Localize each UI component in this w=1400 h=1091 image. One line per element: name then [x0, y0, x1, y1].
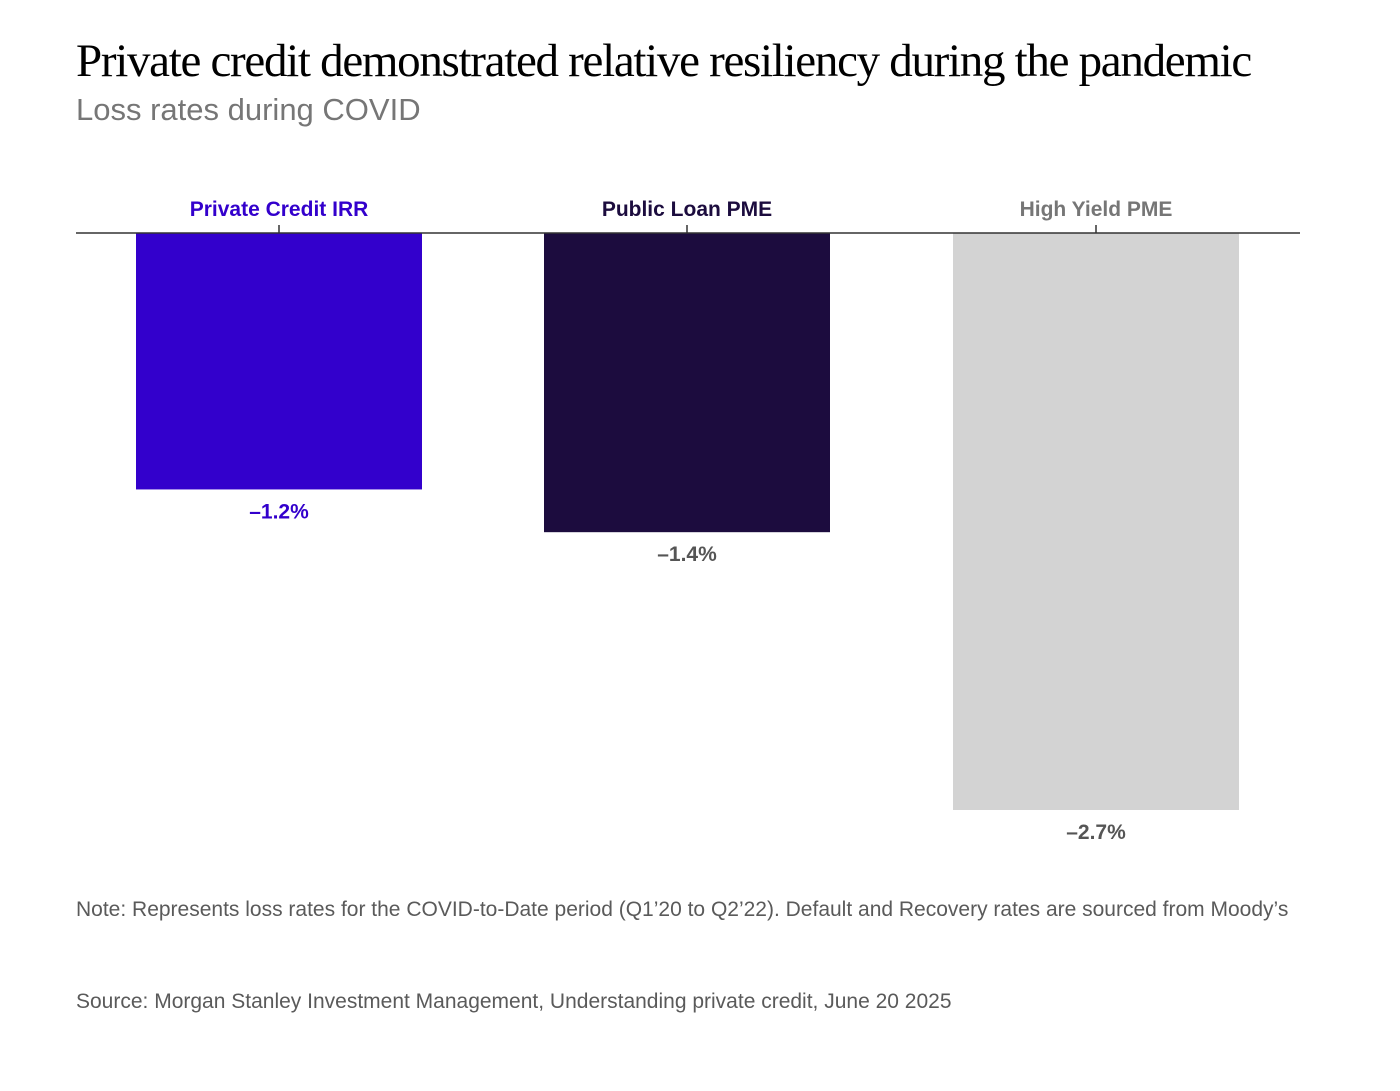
bar-public-loan-pme	[544, 233, 830, 533]
value-label-public-loan-pme: –1.4%	[657, 543, 717, 566]
bar-chart: Private Credit IRR –1.2% Public Loan PME –1…	[76, 198, 1300, 844]
chart-subtitle: Loss rates during COVID	[76, 92, 421, 127]
bars-layer	[136, 233, 1239, 810]
labels-layer: Private Credit IRR –1.2% Public Loan PME –1…	[190, 198, 1173, 844]
chart-title: Private credit demonstrated relative res…	[76, 35, 1252, 87]
value-label-private-credit-irr: –1.2%	[249, 500, 309, 523]
bar-high-yield-pme	[953, 233, 1239, 810]
category-label-public-loan-pme: Public Loan PME	[602, 198, 772, 221]
category-label-high-yield-pme: High Yield PME	[1020, 198, 1173, 221]
ticks-layer	[278, 225, 1097, 233]
chart-source: Source: Morgan Stanley Investment Manage…	[76, 990, 952, 1013]
category-label-private-credit-irr: Private Credit IRR	[190, 198, 369, 221]
bar-private-credit-irr	[136, 233, 422, 490]
value-label-high-yield-pme: –2.7%	[1066, 821, 1126, 844]
chart-note: Note: Represents loss rates for the COVI…	[76, 898, 1289, 921]
